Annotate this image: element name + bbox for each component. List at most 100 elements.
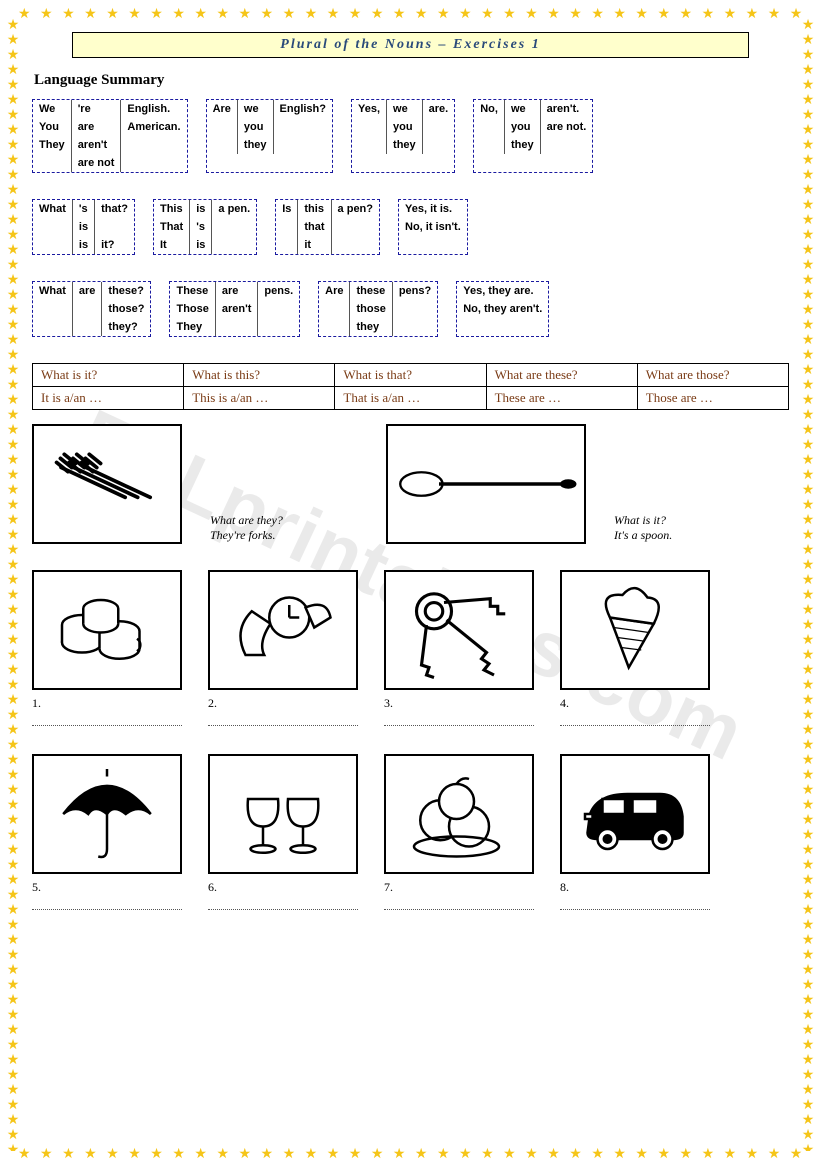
- grammar-cell: [273, 136, 332, 154]
- grammar-box: Whatarethese?those?they?: [32, 281, 151, 337]
- grammar-cell: [121, 154, 187, 172]
- worksheet-page: ★ ★ ★ ★ ★ ★ ★ ★ ★ ★ ★ ★ ★ ★ ★ ★ ★ ★ ★ ★ …: [0, 0, 821, 1169]
- grammar-cell: What: [33, 282, 72, 300]
- grammar-box: Thisisa pen.That'sItis: [153, 199, 257, 255]
- grammar-cell: it: [298, 236, 331, 254]
- content-area: Plural of the Nouns – Exercises 1 Langua…: [32, 32, 789, 910]
- grammar-cell: you: [504, 118, 540, 136]
- example-left: [32, 424, 182, 544]
- grammar-cell: What: [33, 200, 72, 218]
- grammar-cell: 's: [72, 200, 94, 218]
- picture-row: [32, 570, 789, 690]
- grammar-cell: they: [350, 318, 392, 336]
- page-title: Plural of the Nouns – Exercises 1: [72, 32, 749, 58]
- grammar-cell: [331, 236, 379, 254]
- grammar-cell: they: [387, 136, 423, 154]
- grammar-box: Yes,weare.youthey: [351, 99, 455, 173]
- item-number: 8.: [560, 880, 710, 910]
- item-number: 3.: [384, 696, 534, 726]
- picture-row: [32, 754, 789, 874]
- star-border-left: ★ ★ ★ ★ ★ ★ ★ ★ ★ ★ ★ ★ ★ ★ ★ ★ ★ ★ ★ ★ …: [6, 18, 20, 1151]
- grammar-cell: [319, 300, 350, 318]
- grammar-cell: aren't: [71, 136, 121, 154]
- grammar-cell: are.: [422, 100, 454, 118]
- example-right: [386, 424, 586, 544]
- grammar-cell: Is: [276, 200, 298, 218]
- grammar-cell: Are: [207, 100, 238, 118]
- glasses-icon: [208, 754, 358, 874]
- grammar-cell: Yes, they are.: [457, 282, 548, 300]
- grammar-cell: a pen.: [212, 200, 256, 218]
- reference-table: What is it?What is this?What is that?Wha…: [32, 363, 789, 410]
- grammar-cell: [72, 318, 102, 336]
- cups-icon: [32, 570, 182, 690]
- grammar-cell: You: [33, 118, 71, 136]
- grammar-cell: we: [387, 100, 423, 118]
- grammar-cell: American.: [121, 118, 187, 136]
- reference-cell: That is a/an …: [335, 387, 486, 410]
- grammar-cell: that?: [95, 200, 134, 218]
- grammar-box: AreweEnglish?youthey: [206, 99, 333, 173]
- grammar-row: Whatarethese?those?they? These are pens. Tho…: [32, 281, 789, 337]
- grammar-cell: you: [237, 118, 273, 136]
- grammar-cell: these?: [102, 282, 151, 300]
- grammar-cell: they: [504, 136, 540, 154]
- grammar-cell: We: [33, 100, 71, 118]
- grammar-cell: [319, 318, 350, 336]
- grammar-cell: [72, 300, 102, 318]
- keys-icon: [384, 570, 534, 690]
- grammar-cell: English?: [273, 100, 332, 118]
- grammar-box: Arethesepens?thosethey: [318, 281, 438, 337]
- example-q: What are they?: [210, 513, 283, 527]
- item-number: 5.: [32, 880, 182, 910]
- grammar-cell: 're: [71, 100, 121, 118]
- grammar-cell: aren't.: [540, 100, 592, 118]
- grammar-cell: are: [72, 282, 102, 300]
- grammar-box: What'sthat?isisit?: [32, 199, 135, 255]
- grammar-cell: is: [190, 236, 212, 254]
- item-number: 4.: [560, 696, 710, 726]
- grammar-cell: [352, 118, 387, 136]
- example-a: They're forks.: [210, 528, 275, 542]
- grammar-cell: are not: [71, 154, 121, 172]
- grammar-cell: pens.: [258, 282, 299, 300]
- reference-cell: These are …: [486, 387, 637, 410]
- grammar-cell: these: [350, 282, 392, 300]
- grammar-cell: They: [33, 136, 71, 154]
- watch-icon: [208, 570, 358, 690]
- example-right-caption: What is it? It's a spoon.: [612, 509, 672, 544]
- grammar-cell: [95, 218, 134, 236]
- reference-cell: What are these?: [486, 364, 637, 387]
- grammar-cell: This: [154, 200, 190, 218]
- grammar-cell: [212, 218, 256, 236]
- grammar-cell: is: [72, 236, 94, 254]
- grammar-cell: [331, 218, 379, 236]
- item-number: 7.: [384, 880, 534, 910]
- grammar-cell: [276, 236, 298, 254]
- grammar-cell: [392, 300, 437, 318]
- grammar-cell: [540, 136, 592, 154]
- grammar-cell: [33, 154, 71, 172]
- item-number: 2.: [208, 696, 358, 726]
- star-border-right: ★ ★ ★ ★ ★ ★ ★ ★ ★ ★ ★ ★ ★ ★ ★ ★ ★ ★ ★ ★ …: [801, 18, 815, 1151]
- grammar-cell: Those: [170, 300, 215, 318]
- grammar-cell: [258, 318, 299, 336]
- item-number: 1.: [32, 696, 182, 726]
- grammar-cell: Are: [319, 282, 350, 300]
- grammar-cell: [207, 136, 238, 154]
- picture-grid: 1. 2. 3. 4. 5. 6. 7. 8.: [32, 570, 789, 910]
- grammar-cell: These: [170, 282, 215, 300]
- grammar-cell: English.: [121, 100, 187, 118]
- grammar-cell: are not.: [540, 118, 592, 136]
- grammar-cell: 's: [190, 218, 212, 236]
- grammar-cell: No, it isn't.: [399, 218, 467, 236]
- grammar-cell: No, they aren't.: [457, 300, 548, 318]
- grammar-cell: [33, 236, 72, 254]
- grammar-box: Thesearepens.Thosearen'tThey: [169, 281, 300, 337]
- car-icon: [560, 754, 710, 874]
- section-heading: Language Summary: [34, 72, 789, 89]
- grammar-cell: aren't: [215, 300, 258, 318]
- grammar-cell: Yes,: [352, 100, 387, 118]
- grammar-cell: [215, 318, 258, 336]
- grammar-cell: [33, 300, 72, 318]
